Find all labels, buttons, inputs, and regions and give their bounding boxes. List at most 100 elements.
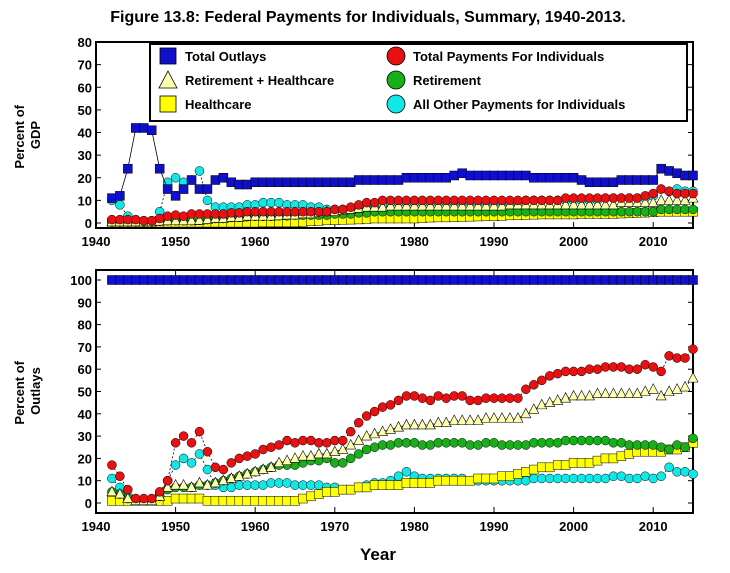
data-point <box>266 442 276 452</box>
data-point <box>250 449 260 459</box>
data-point <box>624 275 635 285</box>
bottom-panel: Percent of Outlays 0 10 20 30 40 50 60 70 80 90 10… <box>12 269 699 534</box>
data-point <box>648 188 658 199</box>
data-point <box>576 435 587 446</box>
data-point <box>131 275 141 285</box>
x-tick-label: 1970 <box>320 234 349 249</box>
data-point <box>369 442 380 452</box>
data-point <box>624 193 635 203</box>
data-point <box>472 199 484 211</box>
data-point <box>608 275 619 285</box>
data-point <box>576 458 587 468</box>
data-point <box>416 199 428 211</box>
data-point <box>560 193 571 203</box>
data-point <box>656 442 666 452</box>
x-tick-label: 1960 <box>241 234 270 249</box>
data-point <box>131 123 141 133</box>
data-point <box>632 193 643 203</box>
data-point <box>217 474 229 486</box>
data-point <box>591 387 603 399</box>
data-point <box>274 177 284 188</box>
data-point <box>505 471 515 481</box>
top-series-total-payments <box>107 184 698 226</box>
data-point <box>456 414 468 425</box>
data-point <box>529 275 539 285</box>
data-point <box>162 211 173 221</box>
data-point <box>679 380 691 392</box>
data-point <box>521 170 531 181</box>
data-point <box>552 368 563 379</box>
data-point <box>298 206 308 217</box>
data-point <box>330 458 340 468</box>
y-tick-label: 60 <box>78 80 92 95</box>
data-point <box>178 431 189 441</box>
data-point <box>537 195 547 206</box>
data-point <box>345 426 356 437</box>
data-point <box>465 275 475 285</box>
data-point <box>599 387 611 399</box>
data-point <box>409 438 420 448</box>
data-point <box>202 184 213 194</box>
data-point <box>107 460 117 470</box>
data-point <box>242 451 252 461</box>
y-tick-label: 30 <box>78 148 92 163</box>
data-point <box>274 206 284 217</box>
data-point <box>250 177 260 188</box>
data-point <box>298 435 308 446</box>
data-point <box>584 435 595 446</box>
legend-marker <box>159 95 177 113</box>
data-point <box>330 435 340 446</box>
data-point <box>656 471 666 481</box>
data-point <box>401 478 412 488</box>
y-tick-label: 80 <box>78 318 92 333</box>
data-point <box>473 395 483 406</box>
data-point <box>314 275 324 285</box>
legend-label: Retirement + Healthcare <box>185 73 334 88</box>
data-point <box>655 389 667 401</box>
data-point <box>465 170 475 181</box>
data-point <box>600 193 611 203</box>
chart-title: Figure 13.8: Federal Payments for Indivi… <box>110 9 625 26</box>
y-tick-label: 20 <box>78 451 92 466</box>
data-point <box>464 199 476 211</box>
data-point <box>599 198 611 210</box>
data-point <box>338 204 348 215</box>
data-point <box>457 438 467 448</box>
data-point <box>258 206 268 217</box>
data-point <box>560 173 571 183</box>
data-point <box>489 195 499 206</box>
data-point <box>178 453 189 464</box>
data-point <box>393 195 404 206</box>
data-point <box>655 194 667 205</box>
data-point <box>432 199 444 211</box>
data-point <box>361 175 372 185</box>
data-point <box>193 476 205 488</box>
data-point <box>497 195 507 206</box>
data-point <box>322 206 332 217</box>
data-point <box>624 206 635 217</box>
data-point <box>218 275 229 285</box>
data-point <box>592 193 603 203</box>
data-point <box>266 177 276 188</box>
data-point <box>576 198 588 210</box>
y-tick-label: 40 <box>78 126 92 141</box>
data-point <box>234 179 245 190</box>
data-point <box>488 199 500 211</box>
data-point <box>648 275 658 285</box>
data-point <box>465 440 475 450</box>
data-point <box>401 195 412 206</box>
data-point <box>353 482 364 493</box>
data-point <box>497 471 507 481</box>
data-point <box>433 391 444 401</box>
data-point <box>170 275 181 285</box>
data-point <box>290 275 300 285</box>
data-point <box>600 177 611 188</box>
data-point <box>353 275 364 285</box>
data-point <box>648 473 658 484</box>
bottom-x-ticks: 1940 1950 1960 1970 1980 1990 2000 2010 <box>82 270 668 534</box>
data-point <box>433 438 444 448</box>
data-point <box>672 275 682 285</box>
data-point <box>242 480 252 490</box>
x-tick-label: 1940 <box>82 519 111 534</box>
legend: Total Outlays Total Payments For Individu… <box>149 43 688 122</box>
